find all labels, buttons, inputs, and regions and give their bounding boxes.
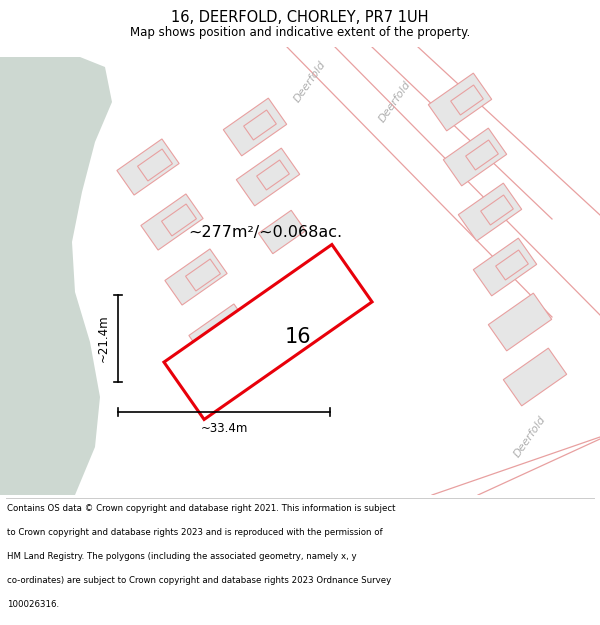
Text: Contains OS data © Crown copyright and database right 2021. This information is : Contains OS data © Crown copyright and d… <box>7 504 396 513</box>
Text: to Crown copyright and database rights 2023 and is reproduced with the permissio: to Crown copyright and database rights 2… <box>7 528 383 537</box>
Polygon shape <box>473 238 537 296</box>
Polygon shape <box>259 210 305 254</box>
Polygon shape <box>0 57 112 495</box>
Text: 100026316.: 100026316. <box>7 600 59 609</box>
Polygon shape <box>185 259 220 291</box>
Text: Map shows position and indicative extent of the property.: Map shows position and indicative extent… <box>130 26 470 39</box>
Polygon shape <box>117 139 179 195</box>
Polygon shape <box>481 195 514 225</box>
Text: Deerfold: Deerfold <box>512 414 548 459</box>
Text: Deerfold: Deerfold <box>377 79 413 124</box>
Polygon shape <box>244 110 277 140</box>
Polygon shape <box>443 128 507 186</box>
Text: HM Land Registry. The polygons (including the associated geometry, namely x, y: HM Land Registry. The polygons (includin… <box>7 552 357 561</box>
Text: ~33.4m: ~33.4m <box>200 422 248 435</box>
Text: co-ordinates) are subject to Crown copyright and database rights 2023 Ordnance S: co-ordinates) are subject to Crown copyr… <box>7 576 391 585</box>
Polygon shape <box>165 249 227 305</box>
Polygon shape <box>164 244 372 419</box>
Polygon shape <box>257 160 289 190</box>
Polygon shape <box>141 194 203 250</box>
Polygon shape <box>466 140 499 170</box>
Polygon shape <box>370 47 600 217</box>
Polygon shape <box>236 148 300 206</box>
Polygon shape <box>189 304 251 360</box>
Polygon shape <box>285 47 600 317</box>
Text: 16: 16 <box>284 327 311 347</box>
Polygon shape <box>488 293 552 351</box>
Polygon shape <box>496 250 529 280</box>
Polygon shape <box>137 149 172 181</box>
Polygon shape <box>503 348 567 406</box>
Polygon shape <box>451 85 484 115</box>
Polygon shape <box>458 183 522 241</box>
Polygon shape <box>428 73 492 131</box>
Polygon shape <box>161 204 196 236</box>
Text: Deerfold: Deerfold <box>292 59 328 104</box>
Text: 16, DEERFOLD, CHORLEY, PR7 1UH: 16, DEERFOLD, CHORLEY, PR7 1UH <box>171 11 429 26</box>
Text: ~21.4m: ~21.4m <box>97 315 110 362</box>
Polygon shape <box>223 98 287 156</box>
Text: ~277m²/~0.068ac.: ~277m²/~0.068ac. <box>188 224 342 239</box>
Polygon shape <box>430 437 600 495</box>
